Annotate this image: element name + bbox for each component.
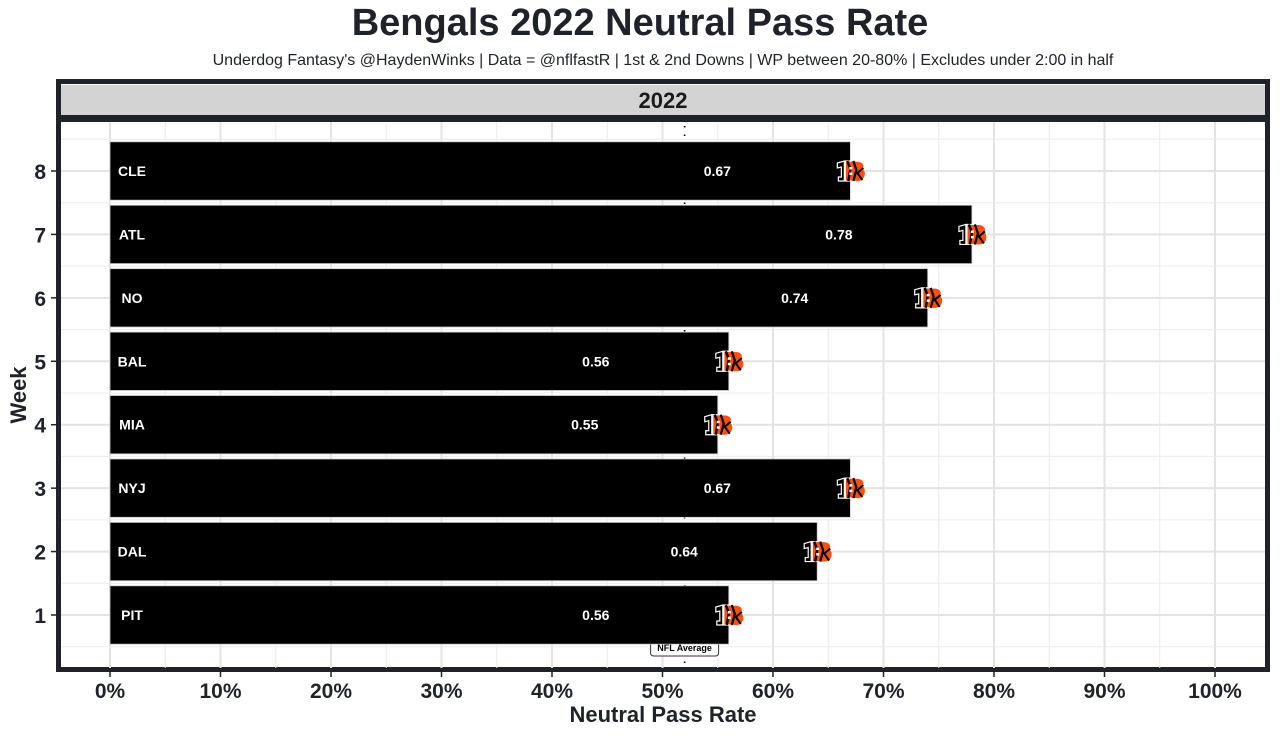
- bengals-logo-icon: [913, 286, 945, 310]
- bar-value-label: 0.55: [571, 417, 598, 433]
- bar-opponent-label: NO: [122, 290, 143, 306]
- bar: [109, 141, 851, 201]
- bengals-logo-icon: [836, 476, 867, 500]
- bar-value-label: 0.74: [781, 290, 808, 306]
- y-tick-label: 2: [34, 542, 46, 565]
- bar: [109, 521, 818, 582]
- x-tick-label: 100%: [1188, 680, 1242, 703]
- bar-week-4: MIA 0.55: [109, 395, 735, 455]
- bar-opponent-label: CLE: [118, 163, 146, 179]
- bar-week-6: NO 0.74: [109, 268, 945, 328]
- x-tick-label: 40%: [531, 680, 573, 703]
- bar-week-1: PIT 0.56: [109, 585, 746, 645]
- bars-group: PIT 0.56 DAL 0.64 NYJ 0.67 MIA 0.55 BAL 0.56 NO 0.7…: [109, 141, 989, 645]
- y-tick-label: 7: [34, 224, 46, 247]
- bar-opponent-label: NYJ: [118, 480, 145, 496]
- y-tick-label: 8: [34, 161, 46, 184]
- bengals-logo-icon: [803, 540, 834, 564]
- x-tick-label: 10%: [199, 680, 241, 703]
- x-tick-label: 90%: [1083, 680, 1125, 703]
- x-tick-label: 30%: [420, 680, 462, 703]
- chart-title: Bengals 2022 Neutral Pass Rate: [351, 2, 929, 44]
- bar-week-8: CLE 0.67: [109, 141, 867, 201]
- bar-week-5: BAL 0.56: [109, 331, 746, 391]
- bar-value-label: 0.56: [582, 353, 609, 369]
- bar-value-label: 0.64: [671, 544, 698, 560]
- y-axis-title: Week: [6, 366, 31, 424]
- bar: [109, 395, 719, 455]
- bar-week-3: NYJ 0.67: [109, 458, 867, 518]
- x-tick-label: 70%: [862, 680, 904, 703]
- x-axis-title: Neutral Pass Rate: [569, 702, 756, 727]
- y-tick-label: 3: [34, 478, 46, 501]
- bar-value-label: 0.78: [825, 226, 852, 242]
- bar: [109, 585, 730, 645]
- bar-opponent-label: PIT: [121, 607, 143, 623]
- chart-subtitle: Underdog Fantasy's @HaydenWinks | Data =…: [212, 52, 1114, 69]
- bar: [109, 204, 973, 265]
- x-tick-label: 60%: [752, 680, 794, 703]
- bar-value-label: 0.67: [704, 480, 731, 496]
- y-tick-label: 6: [34, 288, 46, 311]
- nfl-average-label: NFL Average: [657, 643, 712, 653]
- x-tick-label: 20%: [310, 680, 352, 703]
- facet-strip-label: 2022: [639, 88, 688, 113]
- y-tick-label: 1: [34, 605, 46, 628]
- bar-opponent-label: ATL: [119, 226, 146, 242]
- facet-strip-border: [61, 115, 1265, 122]
- bar-opponent-label: BAL: [118, 353, 147, 369]
- facet-strip: [61, 85, 1265, 115]
- bar-value-label: 0.56: [582, 607, 609, 623]
- x-axis: 0% 10% 20% 30% 40% 50% 60% 70% 80% 90% 100%: [95, 672, 1242, 703]
- bar-week-7: ATL 0.78: [109, 204, 989, 265]
- x-tick-label: 80%: [973, 680, 1015, 703]
- y-axis: 1 2 3 4 5 6 7 8: [34, 161, 56, 628]
- bengals-logo-icon: [957, 223, 989, 247]
- y-tick-label: 4: [34, 415, 46, 438]
- bengals-logo-icon: [836, 159, 867, 183]
- bar: [109, 331, 730, 391]
- bar-value-label: 0.67: [704, 163, 731, 179]
- bengals-logo-icon: [714, 350, 746, 374]
- bar: [109, 458, 851, 518]
- x-tick-label: 0%: [95, 680, 126, 703]
- x-tick-label: 50%: [641, 680, 683, 703]
- bar: [109, 268, 929, 328]
- bar-opponent-label: MIA: [119, 417, 145, 433]
- bengals-logo-icon: [714, 603, 746, 627]
- bengals-logo-icon: [703, 413, 735, 437]
- bar-week-2: DAL 0.64: [109, 521, 834, 582]
- bar-opponent-label: DAL: [118, 544, 147, 560]
- y-tick-label: 5: [34, 351, 46, 374]
